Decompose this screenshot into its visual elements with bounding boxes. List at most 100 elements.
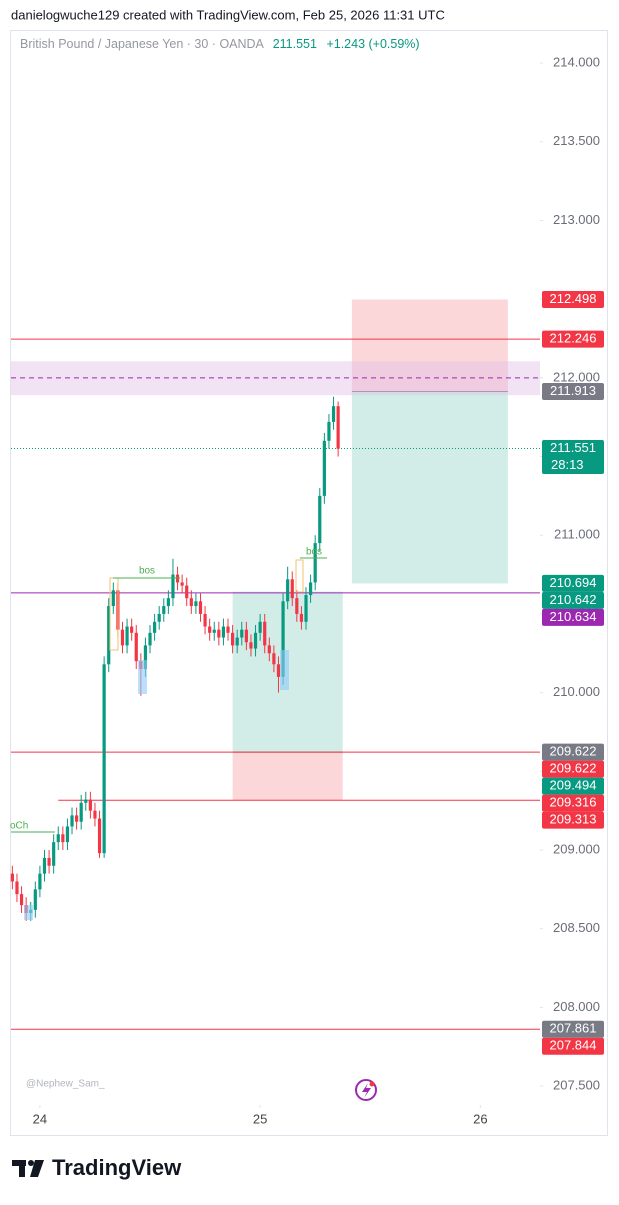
candle-body (272, 653, 276, 665)
candle-body (120, 629, 125, 646)
candle-body (47, 857, 51, 866)
icon-dot (369, 1081, 375, 1087)
candle-body (10, 873, 14, 882)
price-label: 212.498 (550, 291, 597, 306)
candle-body (295, 598, 299, 614)
candle-body (157, 613, 161, 622)
price-label-bg (542, 811, 604, 829)
candle-body (276, 664, 281, 677)
price-label: 209.494 (550, 778, 597, 793)
candle-body (175, 574, 180, 583)
price-label: 209.622 (550, 761, 597, 776)
candle-body (56, 834, 60, 843)
candle-body (61, 834, 65, 843)
candle-body (198, 601, 203, 614)
candle-body (143, 645, 148, 670)
candle-body (75, 815, 79, 822)
candle-body (212, 629, 216, 633)
price-label-bg (542, 760, 604, 778)
candle-body (102, 664, 106, 854)
y-tick-label: 207.500 (553, 1078, 600, 1093)
candle-body (171, 574, 175, 599)
y-tick-label: 214.000 (553, 54, 600, 69)
y-tick-label: 213.000 (553, 212, 600, 227)
logo-part (19, 1160, 25, 1177)
price-label-bg (542, 1037, 604, 1055)
y-tick-label: 208.500 (553, 920, 600, 935)
symbol: British Pound / Japanese Yen · 30 · OAND… (20, 37, 265, 51)
y-tick-label: 210.000 (553, 684, 600, 699)
price-label-bg (542, 777, 604, 795)
order-block (138, 660, 147, 694)
candle-body (244, 629, 248, 643)
candle-body (327, 421, 331, 441)
candle-body (249, 642, 253, 649)
price-label: 209.316 (550, 795, 597, 810)
annotation-boxes: bos bos oCh (10, 547, 327, 920)
price-label: 209.313 (550, 812, 597, 827)
logo-part (30, 1160, 44, 1177)
candle-body (226, 626, 230, 633)
brand-logo: TradingView (12, 1155, 182, 1180)
brand: TradingView (52, 1155, 182, 1180)
price-label: 207.844 (550, 1038, 597, 1053)
candle-body (84, 799, 88, 803)
price-label: 209.622 (550, 744, 597, 759)
plot-area (10, 299, 540, 1030)
stop-zone (351, 299, 508, 392)
candle-body (336, 406, 340, 449)
order-block (280, 650, 289, 690)
candle-body (162, 606, 166, 614)
choch-label: oCh (10, 821, 28, 832)
last-price: 211.551 (273, 37, 317, 51)
candle-body (65, 826, 70, 843)
order-block (24, 905, 33, 920)
candle-body (313, 543, 317, 583)
candle-body (33, 889, 37, 910)
candle-body (286, 579, 290, 602)
candle-body (203, 613, 207, 627)
candle-body (107, 606, 111, 665)
candle-body (42, 857, 47, 874)
credit: danielogwuche129 created with TradingVie… (11, 7, 445, 22)
countdown: 28:13 (551, 457, 584, 472)
bos-label: bos (139, 566, 155, 577)
x-tick-label: 24 (33, 1111, 47, 1126)
candle-body (217, 629, 221, 638)
candle-body (130, 626, 134, 633)
candle-body (240, 629, 244, 638)
candle-body (208, 626, 212, 633)
candle-body (38, 873, 42, 890)
candle-body (166, 598, 170, 607)
price-label: 210.694 (550, 575, 597, 590)
price-label-bg (542, 591, 604, 609)
candle-body (189, 598, 193, 607)
y-tick-label: 208.000 (553, 999, 600, 1014)
candle-body (253, 632, 258, 649)
change: +1.243 (+0.59%) (326, 37, 419, 51)
candle-body (281, 601, 285, 677)
y-tick-label: 209.000 (553, 841, 600, 856)
price-label-bg (542, 290, 604, 308)
price-label-bg (542, 440, 604, 475)
price-label: 210.634 (550, 609, 597, 624)
legend: British Pound / Japanese Yen · 30 · OAND… (20, 37, 420, 51)
y-tick-label: 211.000 (554, 527, 600, 542)
candle-body (194, 601, 198, 607)
candle-body (185, 585, 189, 599)
candle-body (235, 637, 239, 646)
y-tick-label: 213.500 (553, 133, 600, 148)
price-label-bg (542, 743, 604, 761)
candle-body (93, 810, 97, 819)
price-label: 212.246 (550, 331, 597, 346)
candle-body (231, 632, 235, 646)
price-label-bg (542, 1020, 604, 1038)
candle-body (70, 815, 74, 827)
icon-bolt (362, 1083, 371, 1098)
candle-body (221, 626, 226, 638)
bos-label: bos (306, 547, 322, 558)
candle-body (263, 621, 267, 646)
candle-body (88, 799, 92, 811)
logo-part (28, 1160, 34, 1166)
